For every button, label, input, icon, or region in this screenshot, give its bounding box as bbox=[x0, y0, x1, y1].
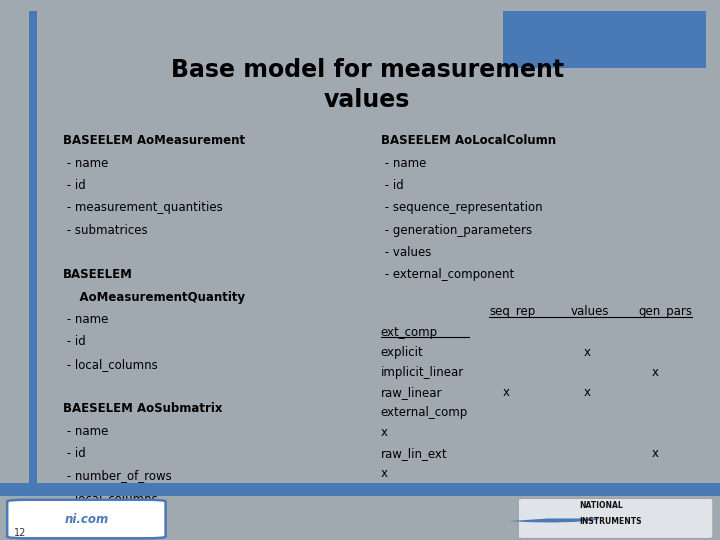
Text: x: x bbox=[652, 447, 659, 460]
Bar bbox=[0, 483, 720, 496]
Text: - submatrices: - submatrices bbox=[63, 224, 148, 237]
FancyBboxPatch shape bbox=[7, 500, 166, 538]
Text: x: x bbox=[503, 386, 510, 399]
Text: INSTRUMENTS: INSTRUMENTS bbox=[580, 517, 642, 526]
Text: ext_comp: ext_comp bbox=[381, 326, 438, 339]
Text: raw_linear: raw_linear bbox=[381, 386, 442, 399]
Text: - id: - id bbox=[63, 335, 86, 348]
Text: BASEELEM: BASEELEM bbox=[63, 268, 132, 281]
Text: AoMeasurementQuantity: AoMeasurementQuantity bbox=[63, 291, 245, 303]
Text: ni.com: ni.com bbox=[64, 512, 109, 525]
Text: raw_lin_ext: raw_lin_ext bbox=[381, 447, 447, 460]
Wedge shape bbox=[510, 518, 599, 522]
Text: - id: - id bbox=[381, 179, 403, 192]
Text: seq_rep: seq_rep bbox=[489, 306, 535, 319]
Text: - name: - name bbox=[63, 424, 108, 438]
Text: x: x bbox=[584, 346, 591, 359]
FancyBboxPatch shape bbox=[518, 498, 713, 538]
Text: NATIONAL: NATIONAL bbox=[580, 502, 624, 510]
Text: BAESELEM AoSubmatrix: BAESELEM AoSubmatrix bbox=[63, 402, 222, 415]
Text: - local_columns: - local_columns bbox=[63, 492, 158, 505]
Text: x: x bbox=[652, 366, 659, 379]
Text: - name: - name bbox=[63, 157, 108, 170]
Text: - name: - name bbox=[63, 313, 108, 326]
Text: - number_of_rows: - number_of_rows bbox=[63, 469, 171, 482]
Text: - sequence_representation: - sequence_representation bbox=[381, 201, 542, 214]
Text: Base model for measurement
values: Base model for measurement values bbox=[171, 58, 564, 112]
Text: - external_component: - external_component bbox=[381, 268, 514, 281]
Text: BASEELEM AoLocalColumn: BASEELEM AoLocalColumn bbox=[381, 134, 556, 147]
Bar bbox=[503, 11, 706, 68]
Text: values: values bbox=[570, 306, 608, 319]
Text: - id: - id bbox=[63, 447, 86, 460]
Text: x: x bbox=[381, 427, 388, 440]
Text: implicit_linear: implicit_linear bbox=[381, 366, 464, 379]
Text: external_comp: external_comp bbox=[381, 407, 468, 420]
Text: x: x bbox=[381, 467, 388, 480]
Text: - local_columns: - local_columns bbox=[63, 357, 158, 370]
Text: BASEELEM AoMeasurement: BASEELEM AoMeasurement bbox=[63, 134, 245, 147]
Text: - generation_parameters: - generation_parameters bbox=[381, 224, 532, 237]
Text: gen_pars: gen_pars bbox=[638, 306, 692, 319]
Text: 12: 12 bbox=[14, 528, 27, 538]
Text: x: x bbox=[584, 386, 591, 399]
Text: - id: - id bbox=[63, 179, 86, 192]
Text: - name: - name bbox=[381, 157, 426, 170]
Text: explicit: explicit bbox=[381, 346, 423, 359]
Text: - values: - values bbox=[381, 246, 431, 259]
Bar bbox=[29, 11, 37, 486]
Text: - measurement_quantities: - measurement_quantities bbox=[63, 201, 222, 214]
